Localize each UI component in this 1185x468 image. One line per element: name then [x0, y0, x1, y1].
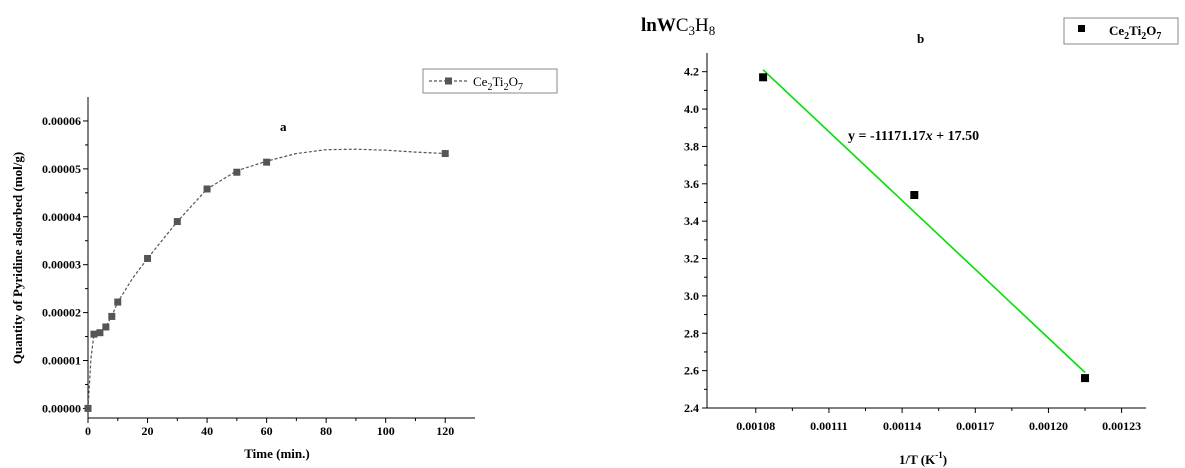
panel-a-data-point — [203, 185, 211, 193]
panel-a-legend: Ce2Ti2O7 — [422, 68, 558, 94]
panel-b-x-tick-label: 0.00117 — [956, 419, 994, 433]
panel-a-data-point — [173, 218, 181, 226]
panel-b-x-tick-label: 0.00120 — [1029, 419, 1068, 433]
panel-a-x-tick-label: 100 — [377, 424, 395, 438]
panel-b-data-point — [910, 191, 919, 199]
panel-b-legend-box — [1063, 17, 1179, 45]
panel-a-data-point — [102, 323, 110, 331]
panel-a-data-point — [90, 330, 98, 338]
panel-b-x-tick-label: 0.00114 — [883, 419, 921, 433]
panel-b-y-tick-label: 4.0 — [684, 102, 699, 116]
panel-a-data-point — [233, 168, 241, 176]
panel-a-data-point — [108, 312, 116, 320]
panel-a-y-tick-label: 0.00003 — [42, 258, 81, 272]
panel-b-x-tick-label: 0.00108 — [736, 419, 775, 433]
panel-a-data-point — [441, 150, 449, 158]
panel-b-fit-equation: y = -11171.17x + 17.50 — [848, 129, 979, 144]
panel-a-y-tick-label: 0.00006 — [42, 114, 81, 128]
panel-b-y-tick-label: 3.4 — [684, 214, 699, 228]
panel-b-y-tick-label: 3.2 — [684, 252, 699, 266]
panel-b-legend-label: Ce2Ti2O7 — [1109, 23, 1161, 42]
panel-a-y-tick-label: 0.00001 — [42, 354, 81, 368]
panel-b-y-tick-label: 4.2 — [684, 65, 699, 79]
panel-b-y-tick-label: 2.6 — [684, 364, 699, 378]
panel-a-x-tick-label: 40 — [201, 424, 213, 438]
panel-b: b 1/T (K-1) lnWC3H8 Ce2Ti2O7 y = -11171.… — [641, 15, 1179, 467]
panel-a-data-point — [114, 298, 122, 306]
panel-a-label: a — [280, 119, 287, 134]
panel-a-y-tick-label: 0.00000 — [42, 401, 81, 415]
panel-b-legend-marker — [1078, 25, 1085, 32]
panel-a-data-point — [144, 254, 152, 262]
panel-a-x-tick-label: 0 — [85, 424, 91, 438]
panel-a: a Time (min.) Quantity of Pyridine adsor… — [10, 68, 558, 461]
panel-a-x-tick-label: 60 — [261, 424, 273, 438]
panel-a-x-tick-label: 120 — [436, 424, 454, 438]
panel-a-data-point — [96, 329, 104, 337]
panel-a-legend-label: Ce2Ti2O7 — [473, 74, 523, 93]
panel-b-y-axis-title: lnWC3H8 — [641, 15, 715, 38]
panel-a-series-line — [87, 148, 446, 409]
panel-b-x-tick-label: 0.00111 — [810, 419, 848, 433]
panel-b-label: b — [917, 31, 924, 46]
panel-b-y-tick-label: 3.8 — [684, 139, 699, 153]
panel-a-x-tick-label: 20 — [142, 424, 154, 438]
panel-a-legend-marker — [445, 77, 452, 85]
panel-b-x-tick-label: 0.00123 — [1102, 419, 1141, 433]
panel-b-x-axis-title: 1/T (K-1) — [899, 450, 947, 467]
panel-a-y-tick-label: 0.00002 — [42, 306, 81, 320]
panel-b-data-point — [759, 73, 768, 82]
panel-b-y-tick-label: 2.4 — [684, 401, 699, 415]
panel-b-y-tick-label: 3.6 — [684, 177, 699, 191]
panel-a-y-tick-label: 0.00005 — [42, 162, 81, 176]
panel-b-fit-line — [762, 69, 1086, 374]
panel-b-data-point — [1081, 374, 1090, 383]
panel-a-y-axis-title: Quantity of Pyridine adsorbed (mol/g) — [10, 152, 25, 364]
panel-a-y-tick-label: 0.00004 — [42, 210, 81, 224]
panel-a-data-point — [263, 158, 271, 166]
panel-b-y-tick-label: 2.8 — [684, 326, 699, 340]
panel-a-legend-box — [422, 68, 558, 94]
panel-b-legend: Ce2Ti2O7 — [1063, 17, 1179, 45]
panel-a-x-tick-label: 80 — [320, 424, 332, 438]
panel-a-data-point — [84, 404, 92, 412]
panel-b-y-tick-label: 3.0 — [684, 289, 699, 303]
panel-a-x-axis-title: Time (min.) — [244, 446, 309, 461]
